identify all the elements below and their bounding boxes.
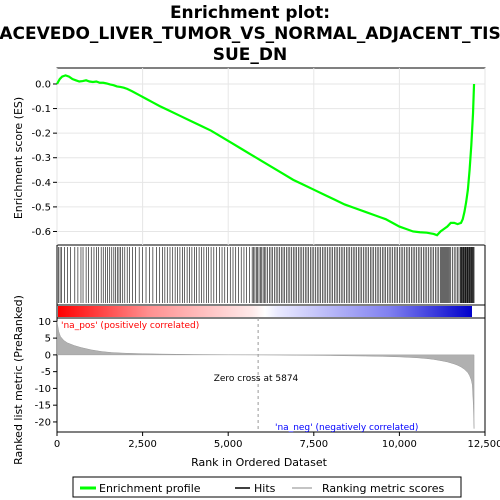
x-tick-label: 5,000	[214, 439, 243, 450]
chart-title-line-2: ACEVEDO_LIVER_TUMOR_VS_NORMAL_ADJACENT_T…	[0, 24, 500, 44]
x-axis-ticks: 0 2,500 5,000 7,500 10,000 12,500	[54, 432, 500, 450]
es-y-tick-label: -0.2	[31, 129, 51, 140]
metric-y-axis-ticks: 10 5 0 -5 -10 -15 -20	[35, 317, 57, 429]
x-tick-label: 10,000	[382, 439, 417, 450]
chart-title-line-1: Enrichment plot:	[170, 3, 330, 23]
metric-y-tick-label: -5	[41, 367, 51, 378]
metric-y-tick-label: 0	[45, 350, 51, 361]
legend-label-metric: Ranking metric scores	[322, 482, 444, 495]
metric-y-axis-label: Ranked list metric (PreRanked)	[12, 295, 25, 465]
x-axis-label: Rank in Ordered Dataset	[191, 456, 328, 469]
zero-cross-annotation: Zero cross at 5874	[214, 374, 299, 384]
legend-label-hits: Hits	[254, 482, 276, 495]
es-y-tick-label: -0.4	[31, 178, 51, 189]
x-tick-label: 12,500	[468, 439, 500, 450]
x-tick-label: 7,500	[299, 439, 328, 450]
es-y-tick-label: -0.3	[31, 153, 51, 164]
rank-colorbar	[58, 306, 472, 317]
es-y-tick-label: 0.0	[35, 79, 51, 90]
es-y-axis-ticks: 0.0 -0.1 -0.2 -0.3 -0.4 -0.5 -0.6	[31, 79, 57, 238]
neg-annotation: 'na_neg' (negatively correlated)	[275, 423, 418, 433]
es-y-axis-label: Enrichment score (ES)	[12, 97, 25, 219]
pos-annotation: 'na_pos' (positively correlated)	[61, 321, 199, 331]
es-y-tick-label: -0.5	[31, 202, 51, 213]
es-panel-frame	[57, 68, 485, 245]
metric-y-tick-label: 10	[38, 317, 51, 328]
chart-title-line-3: SUE_DN	[213, 45, 288, 65]
metric-y-tick-label: -15	[35, 401, 51, 412]
legend-label-es: Enrichment profile	[99, 482, 201, 495]
es-y-tick-label: -0.6	[31, 227, 51, 238]
metric-y-tick-label: -20	[35, 417, 51, 428]
metric-y-tick-label: 5	[45, 334, 51, 345]
metric-y-tick-label: -10	[35, 384, 51, 395]
x-tick-label: 0	[54, 439, 60, 450]
es-y-tick-label: -0.1	[31, 104, 51, 115]
x-tick-label: 2,500	[128, 439, 157, 450]
